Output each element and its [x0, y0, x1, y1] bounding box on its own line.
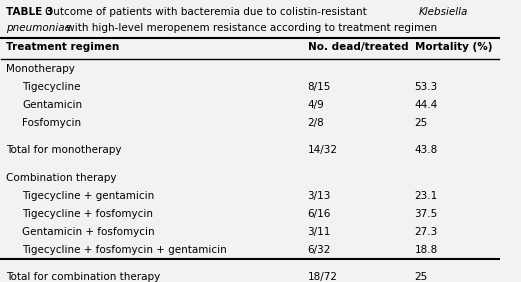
Text: 25: 25: [415, 118, 428, 129]
Text: Treatment regimen: Treatment regimen: [6, 43, 120, 52]
Text: pneumoniae: pneumoniae: [6, 23, 71, 33]
Text: 37.5: 37.5: [415, 208, 438, 219]
Text: Tigecycline: Tigecycline: [22, 82, 81, 92]
Text: 23.1: 23.1: [415, 191, 438, 201]
Text: 14/32: 14/32: [307, 146, 338, 155]
Text: 4/9: 4/9: [307, 100, 324, 111]
Text: Total for combination therapy: Total for combination therapy: [6, 272, 160, 281]
Text: Tigecycline + gentamicin: Tigecycline + gentamicin: [22, 191, 155, 201]
Text: 44.4: 44.4: [415, 100, 438, 111]
Text: Combination therapy: Combination therapy: [6, 173, 117, 182]
Text: 43.8: 43.8: [415, 146, 438, 155]
Text: Outcome of patients with bacteremia due to colistin-resistant: Outcome of patients with bacteremia due …: [45, 7, 370, 17]
Text: Mortality (%): Mortality (%): [415, 43, 492, 52]
Text: Klebsiella: Klebsiella: [418, 7, 468, 17]
Text: 53.3: 53.3: [415, 82, 438, 92]
Text: with high-level meropenem resistance according to treatment regimen: with high-level meropenem resistance acc…: [63, 23, 437, 33]
Text: Fosfomycin: Fosfomycin: [22, 118, 81, 129]
Text: 6/32: 6/32: [307, 244, 331, 255]
Text: 27.3: 27.3: [415, 226, 438, 237]
Text: Gentamicin: Gentamicin: [22, 100, 82, 111]
Text: 3/13: 3/13: [307, 191, 331, 201]
Text: 18.8: 18.8: [415, 244, 438, 255]
Text: Tigecycline + fosfomycin + gentamicin: Tigecycline + fosfomycin + gentamicin: [22, 244, 227, 255]
Text: Monotherapy: Monotherapy: [6, 64, 75, 74]
Text: 18/72: 18/72: [307, 272, 338, 281]
Text: Total for monotherapy: Total for monotherapy: [6, 146, 122, 155]
Text: Tigecycline + fosfomycin: Tigecycline + fosfomycin: [22, 208, 153, 219]
Text: 2/8: 2/8: [307, 118, 324, 129]
Text: 3/11: 3/11: [307, 226, 331, 237]
Text: TABLE 3: TABLE 3: [6, 7, 57, 17]
Text: No. dead/treated: No. dead/treated: [307, 43, 408, 52]
Text: Gentamicin + fosfomycin: Gentamicin + fosfomycin: [22, 226, 155, 237]
Text: 25: 25: [415, 272, 428, 281]
Text: 6/16: 6/16: [307, 208, 331, 219]
Text: 8/15: 8/15: [307, 82, 331, 92]
